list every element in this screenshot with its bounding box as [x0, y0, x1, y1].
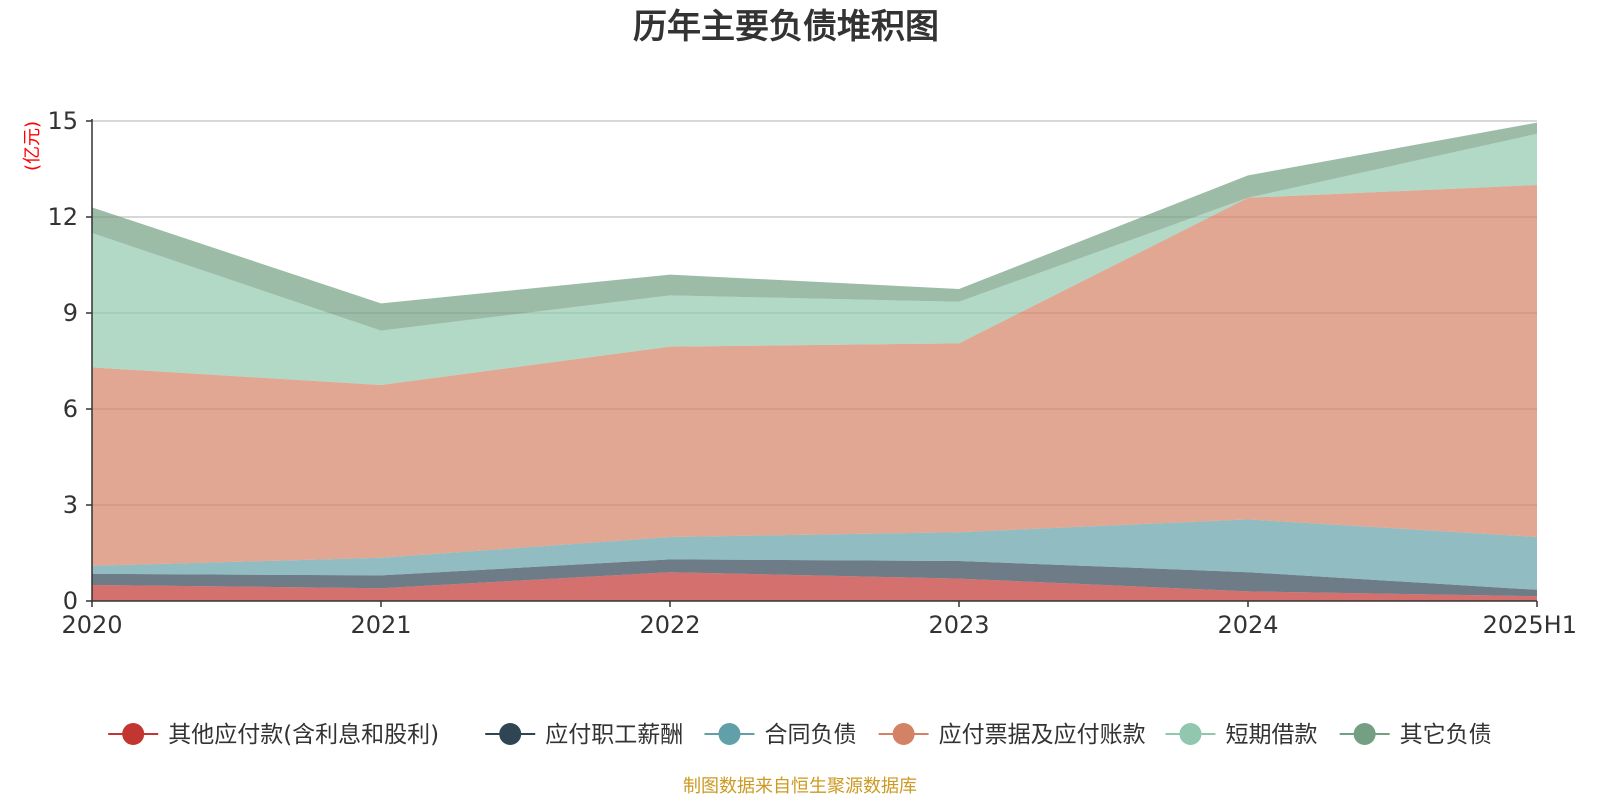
- source-note: 制图数据来自恒生聚源数据库: [683, 776, 917, 797]
- x-tick-label: 2020: [61, 611, 122, 639]
- legend-item-3[interactable]: 合同负债: [704, 722, 856, 748]
- area-series-4: [92, 185, 1537, 566]
- chart-title: 历年主要负债堆积图: [633, 7, 939, 47]
- x-tick-label: 2024: [1217, 611, 1278, 639]
- legend-label: 应付票据及应付账款: [939, 722, 1146, 748]
- legend-marker: [122, 723, 145, 745]
- legend-label: 其他应付款(含利息和股利): [168, 722, 439, 748]
- area-series-5: [92, 133, 1537, 385]
- legend-label: 短期借款: [1225, 722, 1317, 748]
- legend-label: 其它负债: [1400, 722, 1492, 748]
- legend-label: 合同负债: [764, 722, 856, 748]
- y-tick-label: 9: [63, 299, 78, 327]
- legend-item-6[interactable]: 其它负债: [1339, 722, 1492, 748]
- legend-marker: [1353, 723, 1376, 745]
- legend-marker: [1179, 723, 1202, 745]
- legend-marker: [499, 723, 522, 745]
- y-tick-label: 6: [63, 395, 78, 423]
- y-tick-label: 15: [47, 107, 78, 135]
- legend-marker: [892, 723, 915, 745]
- legend-marker: [718, 723, 741, 745]
- area-series-2: [92, 559, 1537, 597]
- y-tick-label: 0: [63, 587, 78, 615]
- area-series: [92, 122, 1537, 601]
- legend-label: 应付职工薪酬: [545, 722, 683, 748]
- axes: 0 3 6 9 12 15 2020 2021 2022 2023 2024 2025H1: [47, 107, 1577, 639]
- area-series-3: [92, 519, 1537, 590]
- area-series-6: [92, 122, 1537, 331]
- y-axis-unit: (亿元): [22, 121, 43, 171]
- legend-item-1[interactable]: 其他应付款(含利息和股利): [108, 722, 439, 748]
- y-tick-label: 3: [63, 491, 78, 519]
- area-series-1: [92, 572, 1537, 601]
- x-tick-label: 2022: [639, 611, 700, 639]
- x-tick-label: 2023: [928, 611, 989, 639]
- legend-item-2[interactable]: 应付职工薪酬: [485, 722, 683, 748]
- legend-item-4[interactable]: 应付票据及应付账款: [878, 722, 1146, 748]
- legend-item-5[interactable]: 短期借款: [1165, 722, 1317, 748]
- legend: 其他应付款(含利息和股利) 应付职工薪酬 合同负债 应付票据及应付账款 短期借款 其它负债: [108, 722, 1492, 748]
- x-tick-label: 2021: [350, 611, 411, 639]
- y-tick-label: 12: [47, 203, 78, 231]
- x-tick-label: 2025H1: [1483, 611, 1577, 639]
